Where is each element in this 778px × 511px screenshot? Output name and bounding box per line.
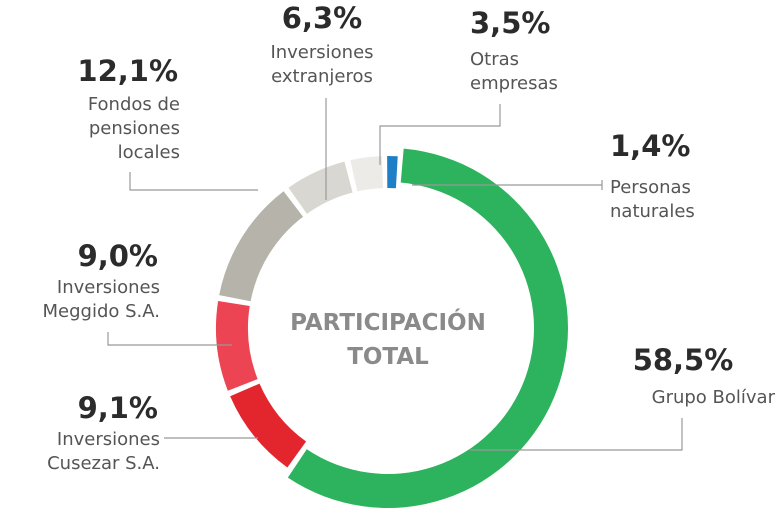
leader-line xyxy=(470,418,683,451)
category-label: Personas naturales xyxy=(610,177,695,222)
donut-slice xyxy=(216,300,258,391)
category-label: Otras empresas xyxy=(470,49,558,94)
donut-slice xyxy=(288,161,353,214)
donut-slice xyxy=(387,156,398,189)
value-label: 6,3% xyxy=(282,1,362,35)
category-label: Grupo Bolívar xyxy=(652,387,776,408)
value-label: 12,1% xyxy=(77,54,178,88)
value-label: 9,1% xyxy=(78,391,158,425)
value-label: 1,4% xyxy=(610,129,690,163)
leader-line xyxy=(107,332,232,346)
category-label: Inversiones extranjeros xyxy=(270,42,373,87)
category-label: Fondos de pensiones locales xyxy=(88,94,180,163)
donut-slice xyxy=(287,148,569,509)
leader-line xyxy=(412,180,603,190)
donut-slice xyxy=(230,383,307,468)
donut-slice xyxy=(350,156,383,192)
value-label: 58,5% xyxy=(633,343,734,377)
value-label: 3,5% xyxy=(470,6,550,40)
value-label: 9,0% xyxy=(78,239,158,273)
center-label: PARTICIPACIÓN TOTAL xyxy=(290,308,486,370)
leader-line xyxy=(379,104,501,165)
leader-line xyxy=(129,172,258,191)
category-label: Inversiones Cusezar S.A. xyxy=(47,429,160,474)
category-label: Inversiones Meggido S.A. xyxy=(43,277,160,322)
donut-slice xyxy=(219,191,304,302)
